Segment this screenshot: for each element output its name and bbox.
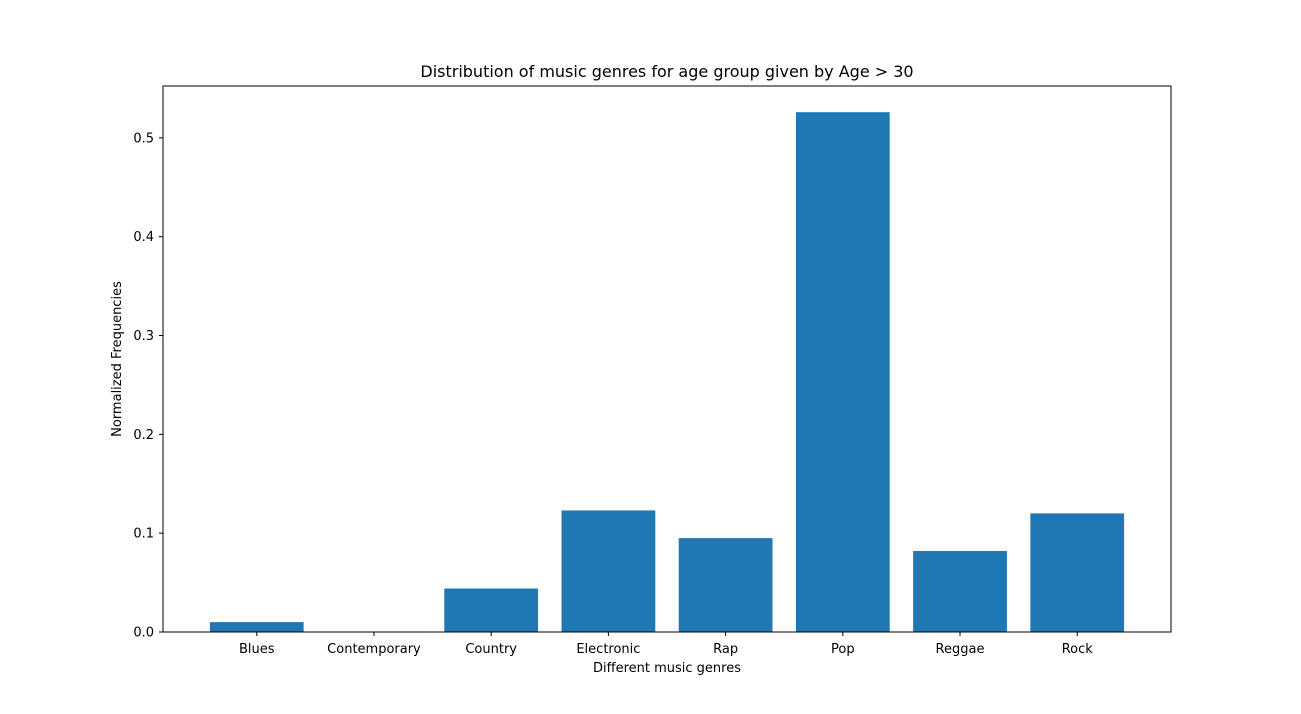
y-tick-label: 0.0 <box>133 626 154 641</box>
bar-reggae <box>913 550 1007 632</box>
x-axis-ticks: Blues Contemporary Country Electronic Rap Pop… <box>239 632 1093 657</box>
y-tick-label: 0.3 <box>133 329 154 344</box>
y-axis-ticks: 0.0 0.1 0.2 0.3 0.4 0.5 <box>133 131 163 641</box>
bar-blues <box>209 622 304 632</box>
bar-country <box>444 588 539 632</box>
x-tick-label: Reggae <box>936 642 985 657</box>
x-tick-label: Blues <box>239 642 275 657</box>
y-tick-label: 0.4 <box>133 230 154 245</box>
bar-rap <box>678 538 773 632</box>
bar-electronic <box>561 510 656 632</box>
x-tick-label: Rock <box>1062 642 1094 657</box>
chart-title: Distribution of music genres for age gro… <box>420 62 913 81</box>
x-axis-label: Different music genres <box>593 661 741 676</box>
bars-group <box>209 112 1125 632</box>
bar-pop <box>795 112 890 632</box>
x-tick-label: Electronic <box>576 642 640 657</box>
y-axis-label: Normalized Frequencies <box>110 281 125 437</box>
x-tick-label: Rap <box>713 642 738 657</box>
bar-rock <box>1030 513 1125 632</box>
plot-frame <box>162 85 1172 633</box>
y-tick-label: 0.1 <box>133 527 154 542</box>
y-tick-label: 0.2 <box>133 428 154 443</box>
y-tick-label: 0.5 <box>133 131 154 146</box>
x-tick-label: Country <box>465 642 517 657</box>
x-tick-label: Pop <box>831 642 855 657</box>
x-tick-label: Contemporary <box>327 642 421 657</box>
